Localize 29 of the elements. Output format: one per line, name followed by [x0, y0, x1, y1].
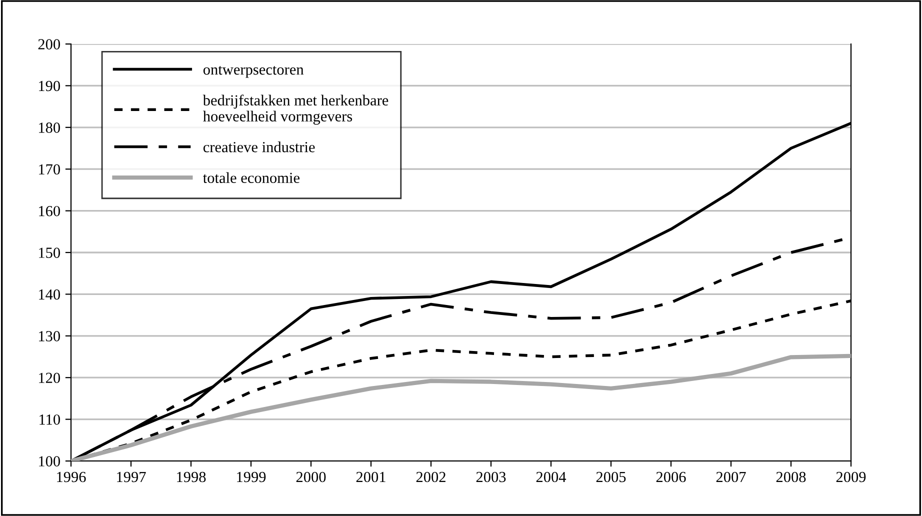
x-tick-label: 2002 — [416, 472, 446, 482]
x-tick-label: 1997 — [117, 472, 146, 482]
y-tick-label: 200 — [38, 39, 60, 50]
x-tick-label: 2003 — [476, 472, 506, 482]
x-tick-label: 2008 — [776, 472, 806, 482]
y-tick-label: 160 — [39, 206, 60, 216]
y-tick-label: 120 — [39, 372, 60, 384]
x-tick-label: 2004 — [536, 472, 566, 482]
x-tick-label: 2007 — [716, 472, 746, 482]
y-tick-label: 150 — [39, 248, 60, 258]
legend-label: totale economie — [203, 172, 300, 184]
y-tick-label: 190 — [39, 80, 60, 92]
y-tick-label: 100 — [39, 456, 60, 466]
legend-label: creatieve industrie — [203, 142, 315, 152]
x-tick-label: 1999 — [237, 472, 266, 482]
x-tick-label: 2009 — [836, 472, 866, 482]
y-tick-label: 140 — [39, 289, 60, 300]
y-tick-label: 110 — [40, 414, 60, 425]
x-tick-label: 2006 — [656, 472, 686, 482]
legend-label: bedrijfstakken met herkenbare hoeveelheid vormgevers — [202, 94, 388, 125]
x-tick-label: 2005 — [596, 472, 626, 482]
x-tick-label: 1996 — [57, 472, 86, 482]
legend-label: ontwerpsectoren — [203, 66, 304, 78]
x-tick-label: 2001 — [356, 472, 386, 482]
x-tick-label: 2000 — [296, 472, 326, 482]
x-tick-label: 1998 — [177, 472, 206, 482]
y-tick-label: 180 — [39, 122, 60, 133]
y-tick-label: 130 — [39, 331, 60, 342]
y-tick-label: 170 — [39, 164, 60, 175]
